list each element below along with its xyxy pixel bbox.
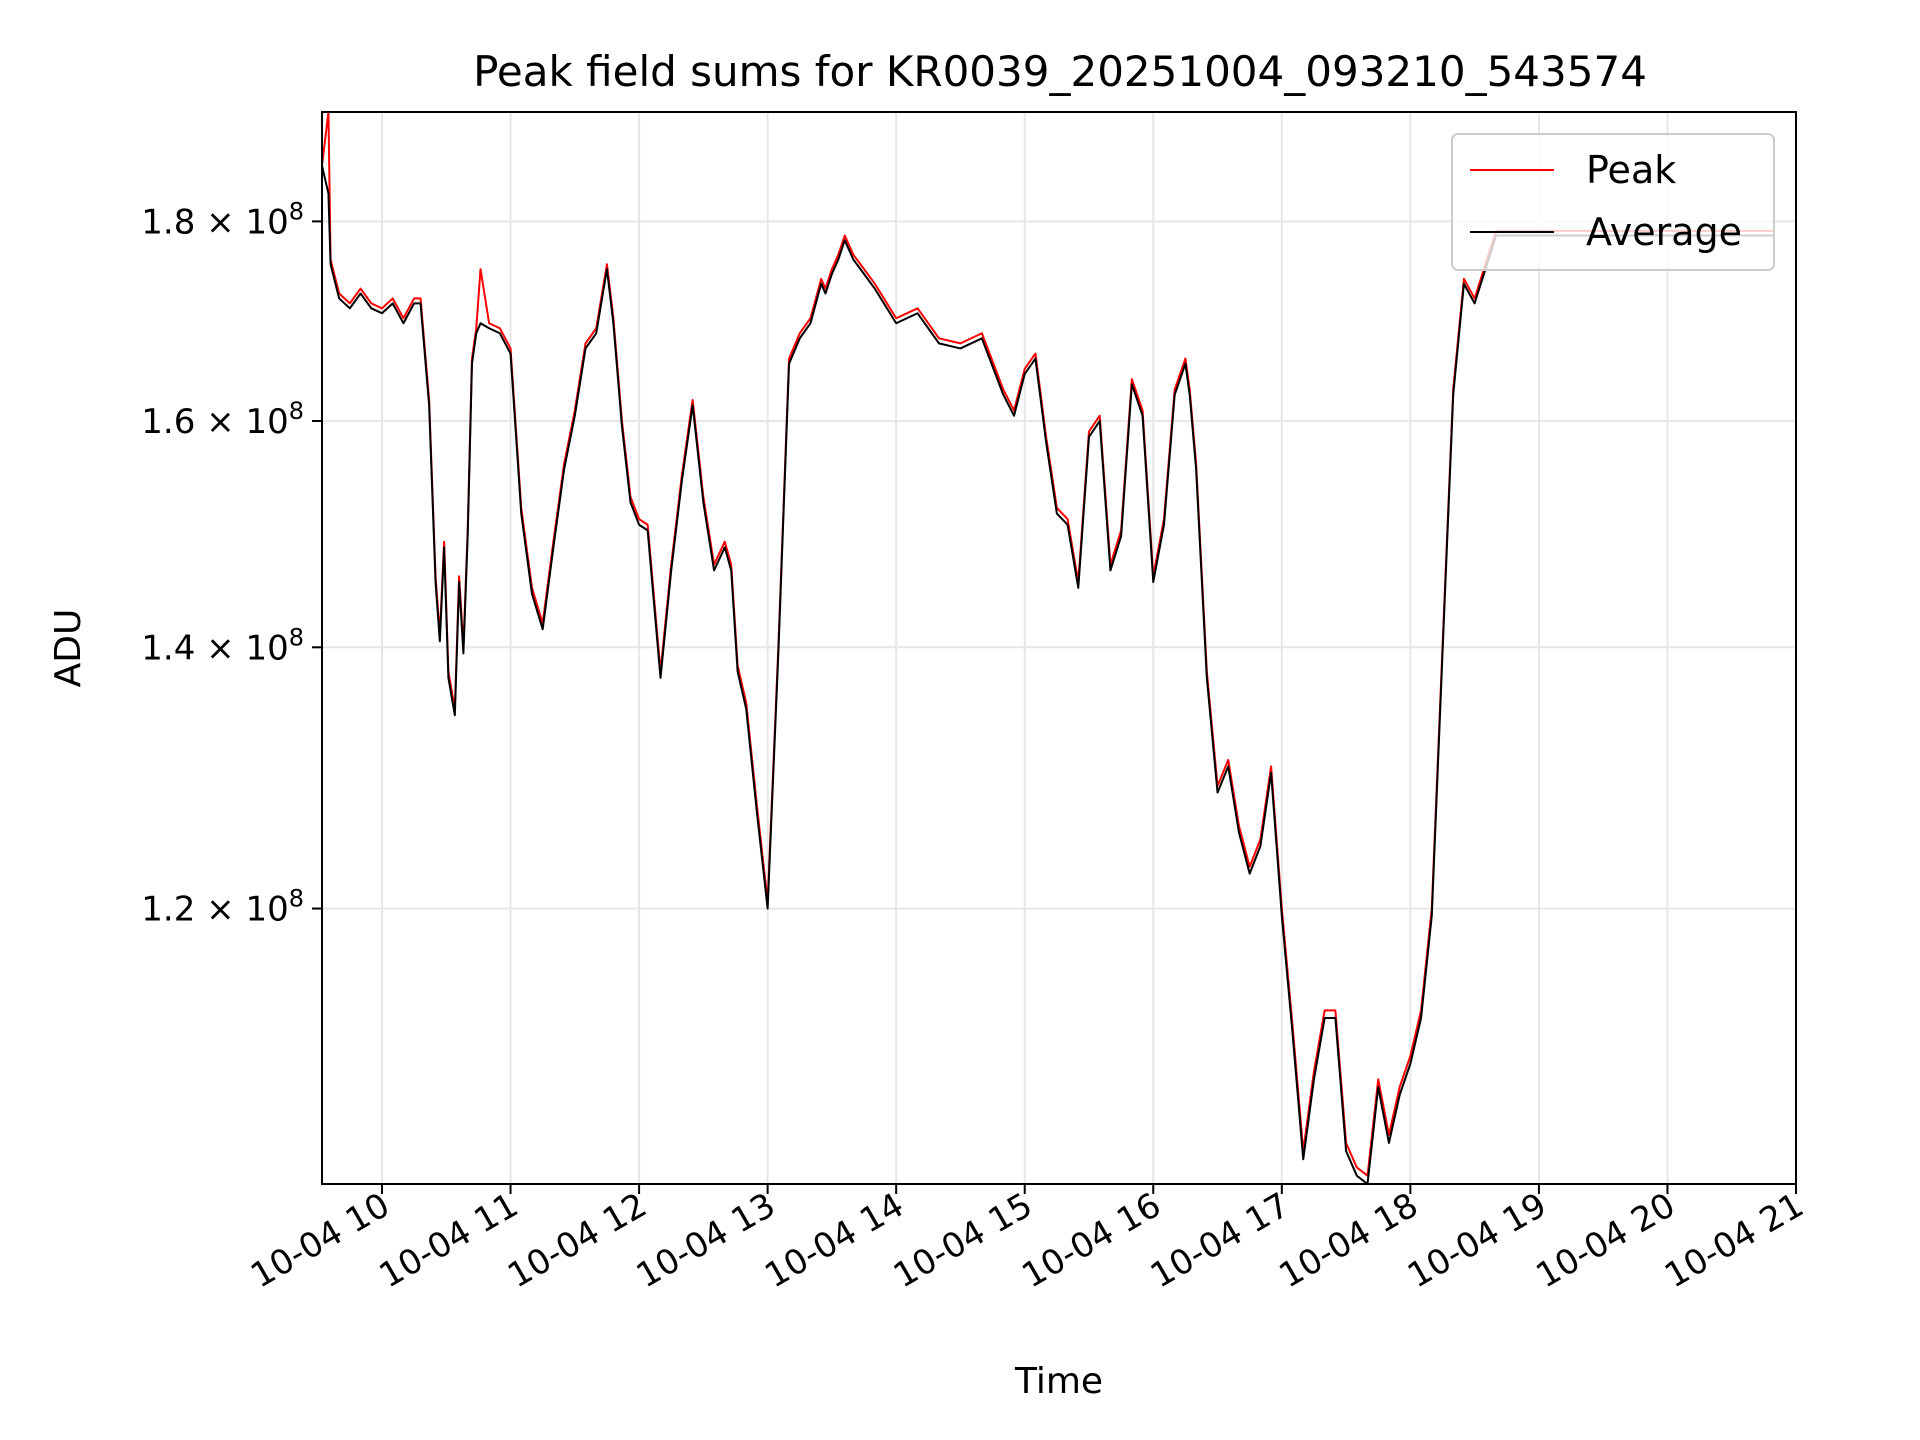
y-axis-label: ADU (48, 609, 89, 688)
y-tick-exponent: 8 (289, 623, 304, 651)
y-axis: 1.2 × 108 1.4 × 108 1.6 × 108 1.8 × 108 (141, 197, 322, 930)
y-tick-label: 1.2 × 108 (141, 885, 304, 930)
legend-label-peak: Peak (1586, 148, 1676, 192)
chart-title: Peak field sums for KR0039_20251004_0932… (473, 47, 1647, 96)
y-tick-label: 1.4 × 108 (141, 623, 304, 668)
y-tick-mantissa: 1.6 (141, 402, 195, 442)
grid-lines (322, 112, 1797, 1184)
legend-box (1451, 133, 1775, 271)
y-tick-mantissa: 1.2 (141, 890, 195, 930)
legend-label-average: Average (1586, 210, 1742, 254)
y-tick-exponent: 8 (289, 397, 304, 425)
y-tick-exponent: 8 (289, 197, 304, 225)
legend: Peak Average (1451, 133, 1775, 271)
y-tick-label: 1.6 × 108 (141, 397, 304, 442)
y-tick-mantissa: 1.4 (141, 628, 195, 668)
y-tick-exponent: 8 (289, 885, 304, 913)
y-tick-mantissa: 1.8 (141, 202, 195, 242)
y-tick-label: 1.8 × 108 (141, 197, 304, 242)
x-axis-label: Time (1014, 1361, 1103, 1402)
